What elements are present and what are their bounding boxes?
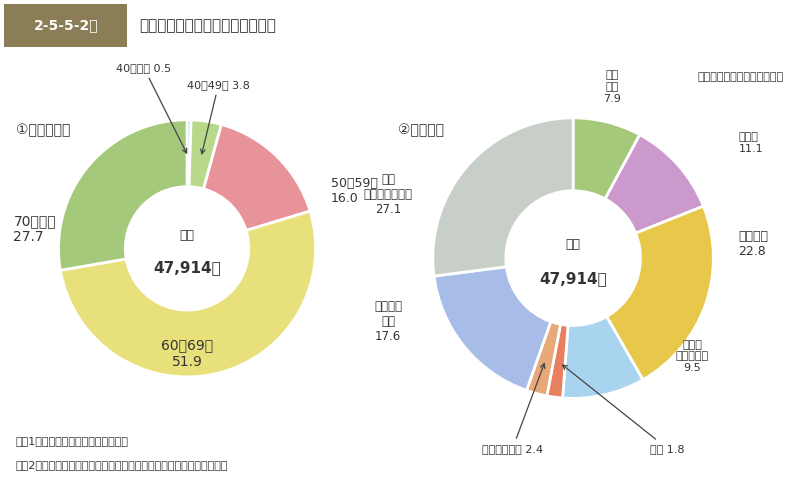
Wedge shape bbox=[607, 206, 713, 380]
Wedge shape bbox=[573, 118, 640, 199]
Text: 注　1　法務省保護局の資料による。: 注 1 法務省保護局の資料による。 bbox=[16, 436, 129, 446]
Text: 保護司の年齢層別・職業別構成比: 保護司の年齢層別・職業別構成比 bbox=[139, 18, 276, 33]
Wedge shape bbox=[187, 120, 191, 187]
Text: 宗教家
11.1: 宗教家 11.1 bbox=[739, 132, 763, 154]
Text: 50～59歳
16.0: 50～59歳 16.0 bbox=[331, 176, 378, 205]
Text: ②　職業別: ② 職業別 bbox=[398, 123, 444, 137]
Wedge shape bbox=[204, 125, 310, 230]
Text: 商業・
サービス業
9.5: 商業・ サービス業 9.5 bbox=[676, 340, 709, 373]
Text: 総数: 総数 bbox=[180, 229, 194, 242]
Wedge shape bbox=[526, 321, 560, 396]
Text: 農林
漁業
7.9: 農林 漁業 7.9 bbox=[603, 71, 622, 104]
Text: 40歳未満 0.5: 40歳未満 0.5 bbox=[116, 63, 186, 153]
Text: 教員 1.8: 教員 1.8 bbox=[563, 365, 685, 454]
Text: その他の
職業
17.6: その他の 職業 17.6 bbox=[374, 300, 402, 343]
Wedge shape bbox=[60, 211, 316, 377]
Text: 47,914人: 47,914人 bbox=[153, 260, 221, 275]
Text: 47,914人: 47,914人 bbox=[539, 272, 607, 287]
Wedge shape bbox=[605, 135, 704, 233]
Text: （平成２６年１月１日現在）: （平成２６年１月１日現在） bbox=[698, 72, 784, 82]
Wedge shape bbox=[563, 317, 643, 398]
Text: 総数: 総数 bbox=[566, 238, 580, 251]
Wedge shape bbox=[58, 120, 187, 270]
Text: ①　年齢層別: ① 年齢層別 bbox=[16, 123, 70, 137]
Text: 会社員等
22.8: 会社員等 22.8 bbox=[739, 230, 769, 258]
Wedge shape bbox=[433, 118, 573, 276]
Bar bbox=[4, 4, 127, 47]
Wedge shape bbox=[547, 324, 568, 398]
Text: 2-5-5-2図: 2-5-5-2図 bbox=[33, 19, 99, 33]
Wedge shape bbox=[189, 120, 221, 189]
Text: 60～69歳
51.9: 60～69歳 51.9 bbox=[161, 338, 213, 369]
Text: 製造・加工業 2.4: 製造・加工業 2.4 bbox=[482, 364, 544, 454]
Text: 40～49歳 3.8: 40～49歳 3.8 bbox=[187, 80, 250, 154]
Text: 70歳以上
27.7: 70歳以上 27.7 bbox=[14, 214, 57, 244]
Text: 無職
（主婦を含む）
27.1: 無職 （主婦を含む） 27.1 bbox=[364, 173, 412, 217]
Wedge shape bbox=[434, 267, 551, 391]
Text: 2　「その他の職業」は，社会福祉事業，土木・建設業等である。: 2 「その他の職業」は，社会福祉事業，土木・建設業等である。 bbox=[16, 460, 228, 470]
